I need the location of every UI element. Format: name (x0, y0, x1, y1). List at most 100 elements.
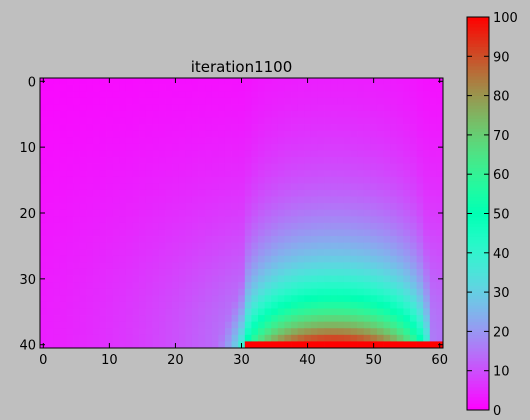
heatmap-cell (205, 196, 213, 204)
colorbar-segment (467, 256, 489, 260)
heatmap-cell (363, 78, 371, 85)
x-tick-label: 60 (431, 353, 448, 368)
heatmap-cell (429, 137, 437, 145)
heatmap-cell (73, 236, 80, 243)
heatmap-cell (357, 222, 365, 230)
heatmap-cell (390, 84, 398, 92)
heatmap-cell (40, 150, 47, 158)
heatmap-cell (390, 176, 398, 184)
heatmap-cell (198, 137, 206, 145)
heatmap-cell (363, 249, 371, 257)
heatmap-cell (132, 262, 140, 270)
heatmap-cell (383, 91, 391, 99)
heatmap-cell (297, 78, 305, 85)
heatmap-cell (251, 334, 259, 342)
colorbar-segment (467, 321, 489, 326)
heatmap-cell (258, 236, 265, 243)
heatmap-cell (79, 315, 87, 323)
heatmap-cell (330, 163, 338, 171)
heatmap-cell (409, 236, 417, 243)
heatmap-cell (66, 268, 74, 276)
heatmap-cell (178, 288, 186, 296)
heatmap-cell (350, 137, 358, 145)
heatmap-cell (297, 268, 305, 276)
heatmap-cell (218, 328, 226, 336)
heatmap-cell (436, 104, 444, 112)
heatmap-cell (330, 196, 338, 204)
heatmap-cell (343, 176, 351, 184)
heatmap-cell (277, 117, 285, 125)
heatmap-cell (158, 189, 166, 197)
heatmap-cell (370, 216, 378, 224)
colorbar-segment (467, 46, 489, 51)
heatmap-cell (106, 91, 114, 99)
heatmap-cell (92, 157, 100, 164)
heatmap-cell (244, 222, 252, 230)
heatmap-cell (324, 196, 332, 204)
heatmap-cell (92, 334, 100, 342)
heatmap-cell (158, 315, 166, 323)
heatmap-cell (343, 308, 351, 316)
heatmap-cell (191, 255, 199, 263)
heatmap-cell (383, 84, 391, 92)
heatmap-cell (152, 163, 160, 171)
heatmap-cell (224, 117, 232, 125)
heatmap-cell (297, 143, 305, 151)
heatmap-cell (271, 341, 279, 349)
heatmap-cell (172, 242, 180, 250)
heatmap-cell (337, 110, 345, 118)
heatmap-cell (145, 196, 153, 204)
heatmap-cell (106, 209, 114, 217)
heatmap-cell (383, 262, 391, 270)
heatmap-cell (324, 97, 332, 105)
heatmap-cell (291, 341, 299, 349)
heatmap-cell (92, 196, 100, 204)
heatmap-cell (178, 236, 186, 243)
heatmap-cell (238, 157, 246, 164)
heatmap-cell (119, 315, 127, 323)
heatmap-cell (284, 130, 292, 138)
heatmap-cell (396, 203, 404, 211)
heatmap-cell (376, 91, 384, 99)
heatmap-cell (40, 321, 47, 329)
heatmap-cell (178, 176, 186, 184)
heatmap-cell (297, 163, 305, 171)
heatmap-cell (79, 196, 87, 204)
heatmap-cell (429, 249, 437, 257)
heatmap-cell (357, 110, 365, 118)
heatmap-cell (277, 301, 285, 309)
heatmap-cell (218, 157, 226, 164)
heatmap-cell (291, 196, 299, 204)
heatmap-cell (224, 143, 232, 151)
heatmap-cell (145, 124, 153, 132)
heatmap-cell (205, 268, 213, 276)
heatmap-cell (383, 301, 391, 309)
heatmap-cell (297, 249, 305, 257)
heatmap-cell (271, 84, 279, 92)
heatmap-cell (238, 130, 246, 138)
heatmap-cell (291, 275, 299, 283)
heatmap-cell (403, 249, 411, 257)
heatmap-cell (53, 84, 61, 92)
heatmap-cell (125, 328, 133, 336)
heatmap-cell (396, 328, 404, 336)
heatmap-cell (119, 229, 127, 237)
heatmap-cell (436, 170, 444, 178)
heatmap-cell (350, 308, 358, 316)
heatmap-cell (165, 242, 173, 250)
heatmap-cell (79, 242, 87, 250)
heatmap-cell (324, 170, 332, 178)
heatmap-cell (172, 222, 180, 230)
heatmap-cell (277, 268, 285, 276)
heatmap-cell (291, 157, 299, 164)
heatmap-cell (416, 334, 424, 342)
heatmap-cell (211, 295, 219, 303)
heatmap-cell (357, 84, 365, 92)
heatmap-cell (363, 229, 371, 237)
colorbar-segment (467, 292, 489, 296)
heatmap-cell (403, 275, 411, 283)
heatmap-cell (370, 288, 378, 296)
heatmap-cell (205, 255, 213, 263)
heatmap-cell (330, 176, 338, 184)
heatmap-cell (158, 262, 166, 270)
